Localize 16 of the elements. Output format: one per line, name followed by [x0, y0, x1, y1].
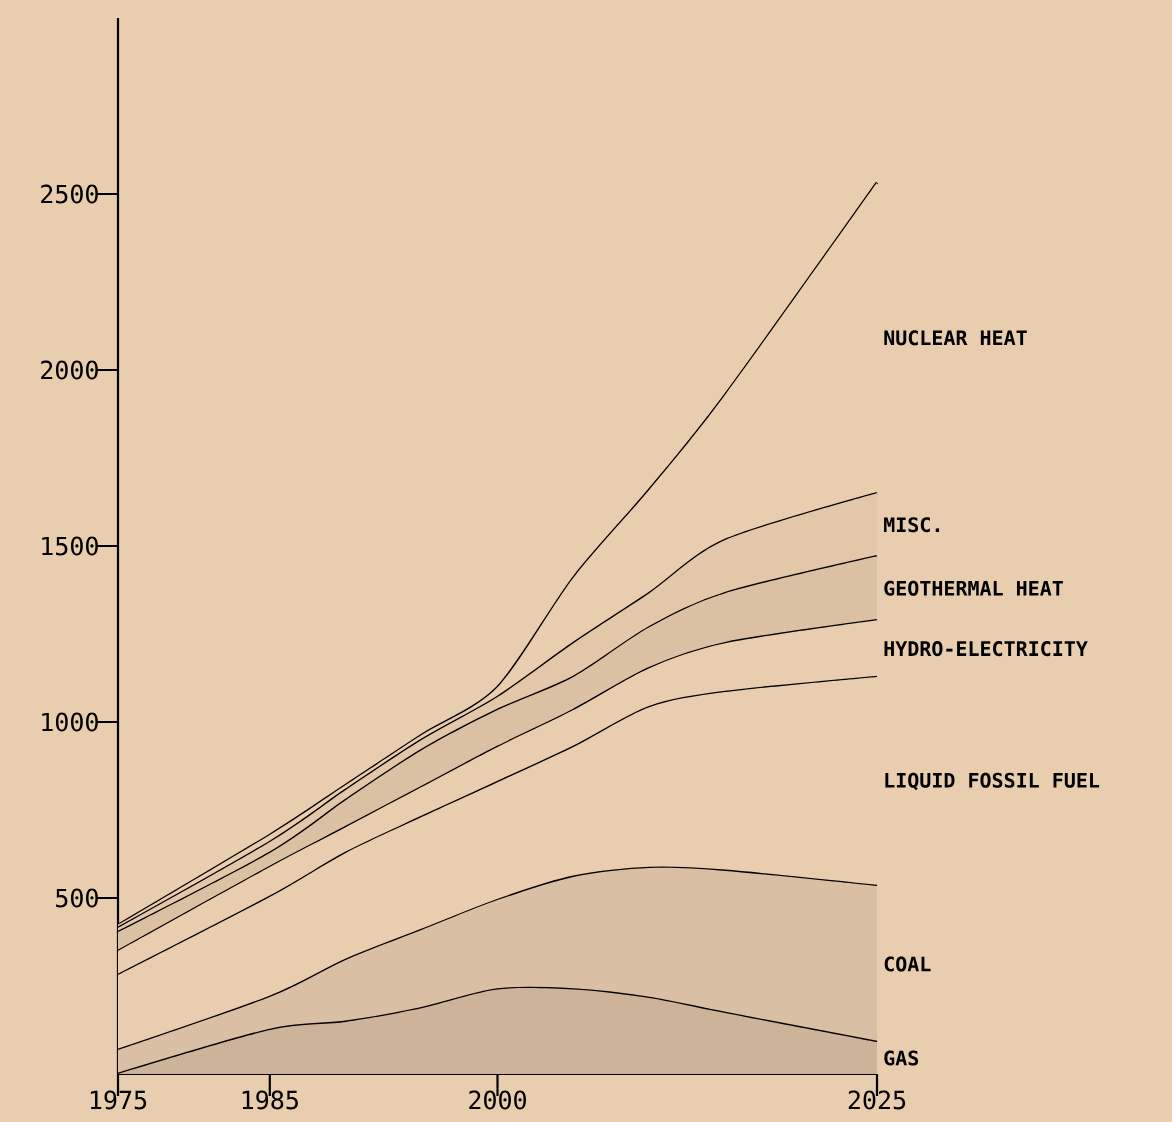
x-tick-label: 1975 [90, 1090, 147, 1110]
series-label: MISC. [884, 517, 939, 533]
x-tick-label: 1985 [242, 1090, 298, 1110]
series-label: LIQUID FOSSIL FUEL [885, 772, 1100, 791]
series-label: HYDRO-ELECTRICITY [884, 641, 1088, 657]
x-tick-label: 2000 [469, 1090, 526, 1110]
y-tick-label: 2500 [41, 184, 98, 204]
series-label: NUCLEAR HEAT [884, 330, 1027, 346]
x-tick-label: 2025 [848, 1090, 906, 1110]
y-tick-label: 1000 [42, 712, 98, 732]
y-tick-label: 1500 [42, 536, 98, 556]
series-label: GAS [884, 1050, 919, 1066]
y-tick-label: 500 [56, 888, 98, 908]
series-label: GEOTHERMAL HEAT [884, 580, 1063, 596]
y-tick-label: 2000 [41, 360, 98, 380]
series-label: COAL [884, 956, 931, 972]
